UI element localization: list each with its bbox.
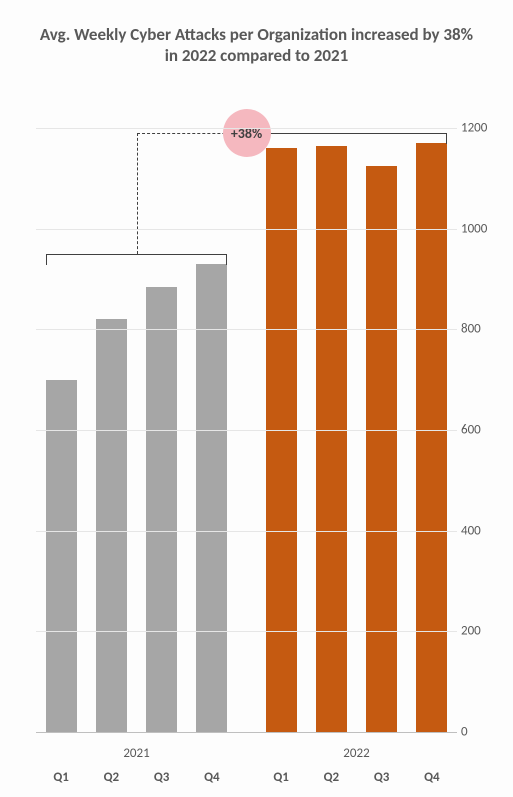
gridline [36,430,457,431]
gridline [36,229,457,230]
bar [416,143,447,732]
bar [266,148,297,732]
xtick-quarter: Q4 [424,770,440,785]
x-axis: Q1 Q2 Q3 Q4 Q1 Q2 Q3 Q4 2021 2022 [36,737,457,785]
ytick-label: 400 [461,523,501,538]
ytick-label: 1200 [461,121,501,136]
plot-area: +38% 020040060080010001200 [36,128,457,733]
xtick-quarter: Q1 [53,770,69,785]
bar [146,287,177,732]
gridline [36,531,457,532]
xtick-group: 2021 [123,746,149,761]
ytick-label: 600 [461,423,501,438]
group-bracket [46,254,228,264]
xtick-group: 2022 [343,746,369,761]
group-bracket [266,133,448,143]
chart-title: Avg. Weekly Cyber Attacks per Organizati… [32,24,481,67]
gridline [36,128,457,129]
bar [46,380,77,732]
gridline [36,631,457,632]
ytick-label: 800 [461,322,501,337]
bar [366,166,397,732]
xtick-quarter: Q1 [273,770,289,785]
bar [196,264,227,732]
gridline [36,329,457,330]
ytick-label: 200 [461,624,501,639]
xtick-quarter: Q4 [204,770,220,785]
xtick-quarter: Q3 [374,770,390,785]
delta-badge: +38% [223,109,271,157]
xtick-quarter: Q2 [104,770,120,785]
xtick-quarter: Q3 [154,770,170,785]
chart-container: Avg. Weekly Cyber Attacks per Organizati… [0,0,513,797]
bar [96,319,127,732]
ytick-label: 0 [461,725,501,740]
xtick-quarter: Q2 [324,770,340,785]
annotation-connector-vertical [137,133,138,254]
ytick-label: 1000 [461,221,501,236]
bar [316,146,347,732]
